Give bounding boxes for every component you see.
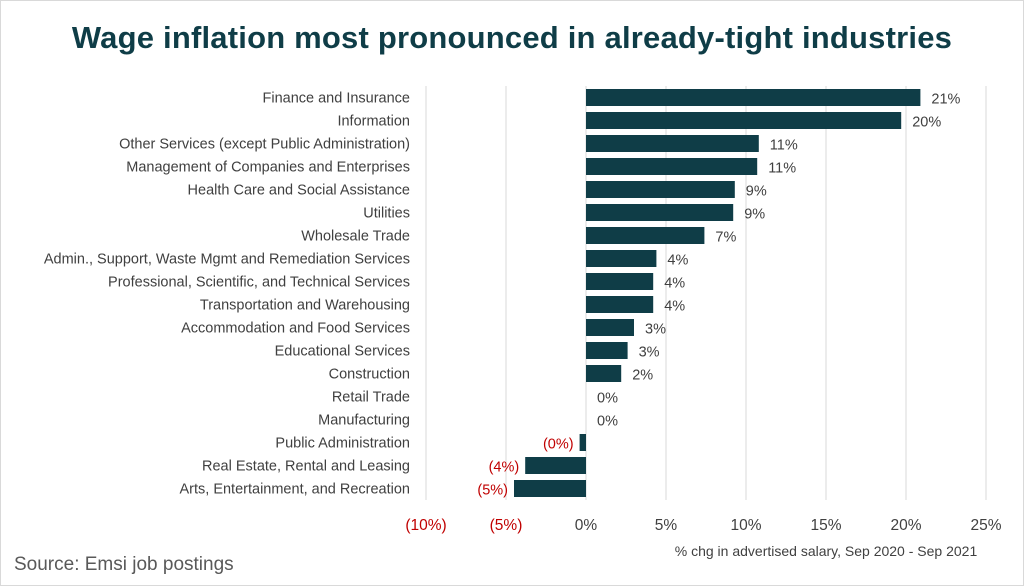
bar <box>586 227 705 244</box>
data-label: (0%) <box>543 437 574 453</box>
bar <box>586 89 921 106</box>
bar <box>586 273 654 290</box>
category-label: Admin., Support, Waste Mgmt and Remediat… <box>44 252 410 268</box>
category-label: Educational Services <box>275 344 410 360</box>
category-label: Health Care and Social Assistance <box>188 183 410 199</box>
bar <box>586 319 634 336</box>
bar <box>586 158 758 175</box>
data-label: 20% <box>912 115 941 131</box>
data-label: 9% <box>744 207 765 223</box>
data-label: (4%) <box>489 460 520 476</box>
bar <box>525 457 586 474</box>
source-note: Source: Emsi job postings <box>14 554 234 575</box>
x-tick-label: 10% <box>730 517 761 534</box>
data-label: 0% <box>597 391 618 407</box>
category-label: Retail Trade <box>332 390 410 406</box>
data-label: 4% <box>664 299 685 315</box>
data-label: 11% <box>768 161 796 177</box>
category-label: Finance and Insurance <box>262 91 410 107</box>
category-label: Wholesale Trade <box>301 229 410 245</box>
category-label: Other Services (except Public Administra… <box>119 137 410 153</box>
category-label: Accommodation and Food Services <box>181 321 410 337</box>
bar <box>586 135 759 152</box>
category-label: Public Administration <box>275 436 410 452</box>
bar <box>586 342 628 359</box>
x-tick-label: 25% <box>970 517 1001 534</box>
data-label: 3% <box>639 345 660 361</box>
x-tick-label: 20% <box>890 517 921 534</box>
x-tick-label: (10%) <box>405 517 446 534</box>
x-tick-label: 5% <box>655 517 678 534</box>
x-axis-title: % chg in advertised salary, Sep 2020 - S… <box>675 543 978 559</box>
bar <box>586 296 654 313</box>
bar <box>586 181 735 198</box>
x-tick-label: (5%) <box>490 517 523 534</box>
category-label: Real Estate, Rental and Leasing <box>202 459 410 475</box>
bar <box>586 112 902 129</box>
x-tick-label: 15% <box>810 517 841 534</box>
data-label: 2% <box>632 368 653 384</box>
data-label: 7% <box>715 230 736 246</box>
category-label: Management of Companies and Enterprises <box>126 160 410 176</box>
bar <box>579 434 586 451</box>
chart-title: Wage inflation most pronounced in alread… <box>71 20 953 55</box>
category-label: Manufacturing <box>318 413 410 429</box>
data-label: 3% <box>645 322 666 338</box>
x-tick-label: 0% <box>575 517 598 534</box>
category-label: Arts, Entertainment, and Recreation <box>179 482 410 498</box>
data-label: 21% <box>931 92 960 108</box>
category-label: Construction <box>329 367 410 383</box>
category-label: Transportation and Warehousing <box>200 298 410 314</box>
data-label: 4% <box>664 276 685 292</box>
category-label: Utilities <box>363 206 410 222</box>
bar <box>586 365 622 382</box>
bar <box>586 250 657 267</box>
bar <box>514 480 586 497</box>
bar <box>586 204 734 221</box>
category-label: Professional, Scientific, and Technical … <box>108 275 410 291</box>
data-label: 4% <box>667 253 688 269</box>
category-label: Information <box>337 114 410 130</box>
data-label: (5%) <box>477 483 508 499</box>
data-label: 0% <box>597 414 618 430</box>
data-label: 9% <box>746 184 767 200</box>
data-label: 11% <box>770 138 798 154</box>
